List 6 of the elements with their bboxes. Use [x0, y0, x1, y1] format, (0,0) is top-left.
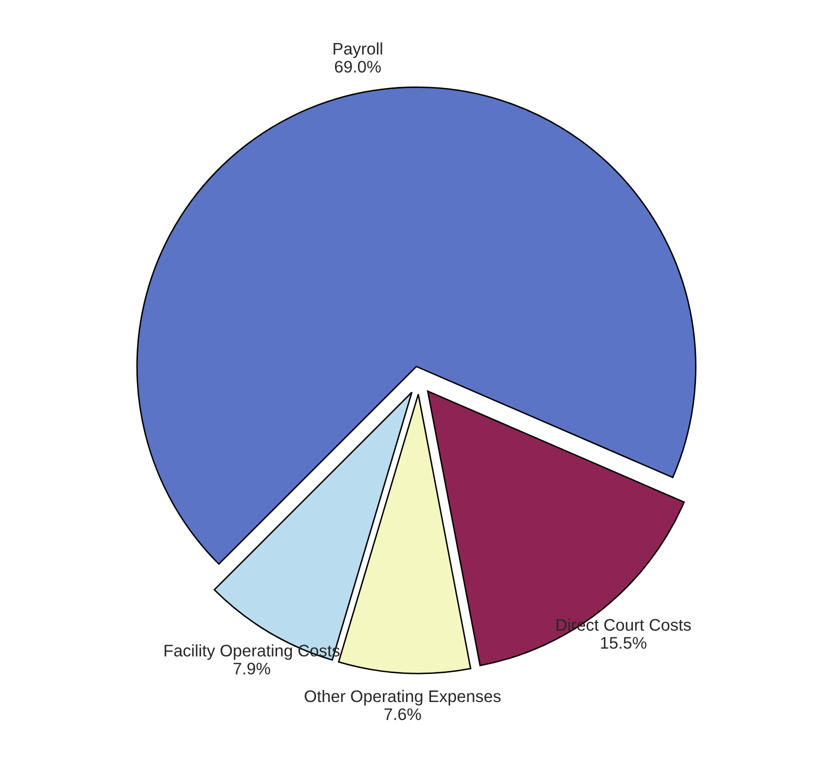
slice-label: Other Operating Expenses: [304, 690, 501, 706]
slice-label: Payroll: [334, 42, 382, 58]
data-label: 15.5%: [601, 637, 646, 649]
data-label: 69.0%: [334, 60, 381, 73]
data-label: 7.9%: [234, 662, 270, 674]
data-label: 7.6%: [384, 708, 421, 720]
